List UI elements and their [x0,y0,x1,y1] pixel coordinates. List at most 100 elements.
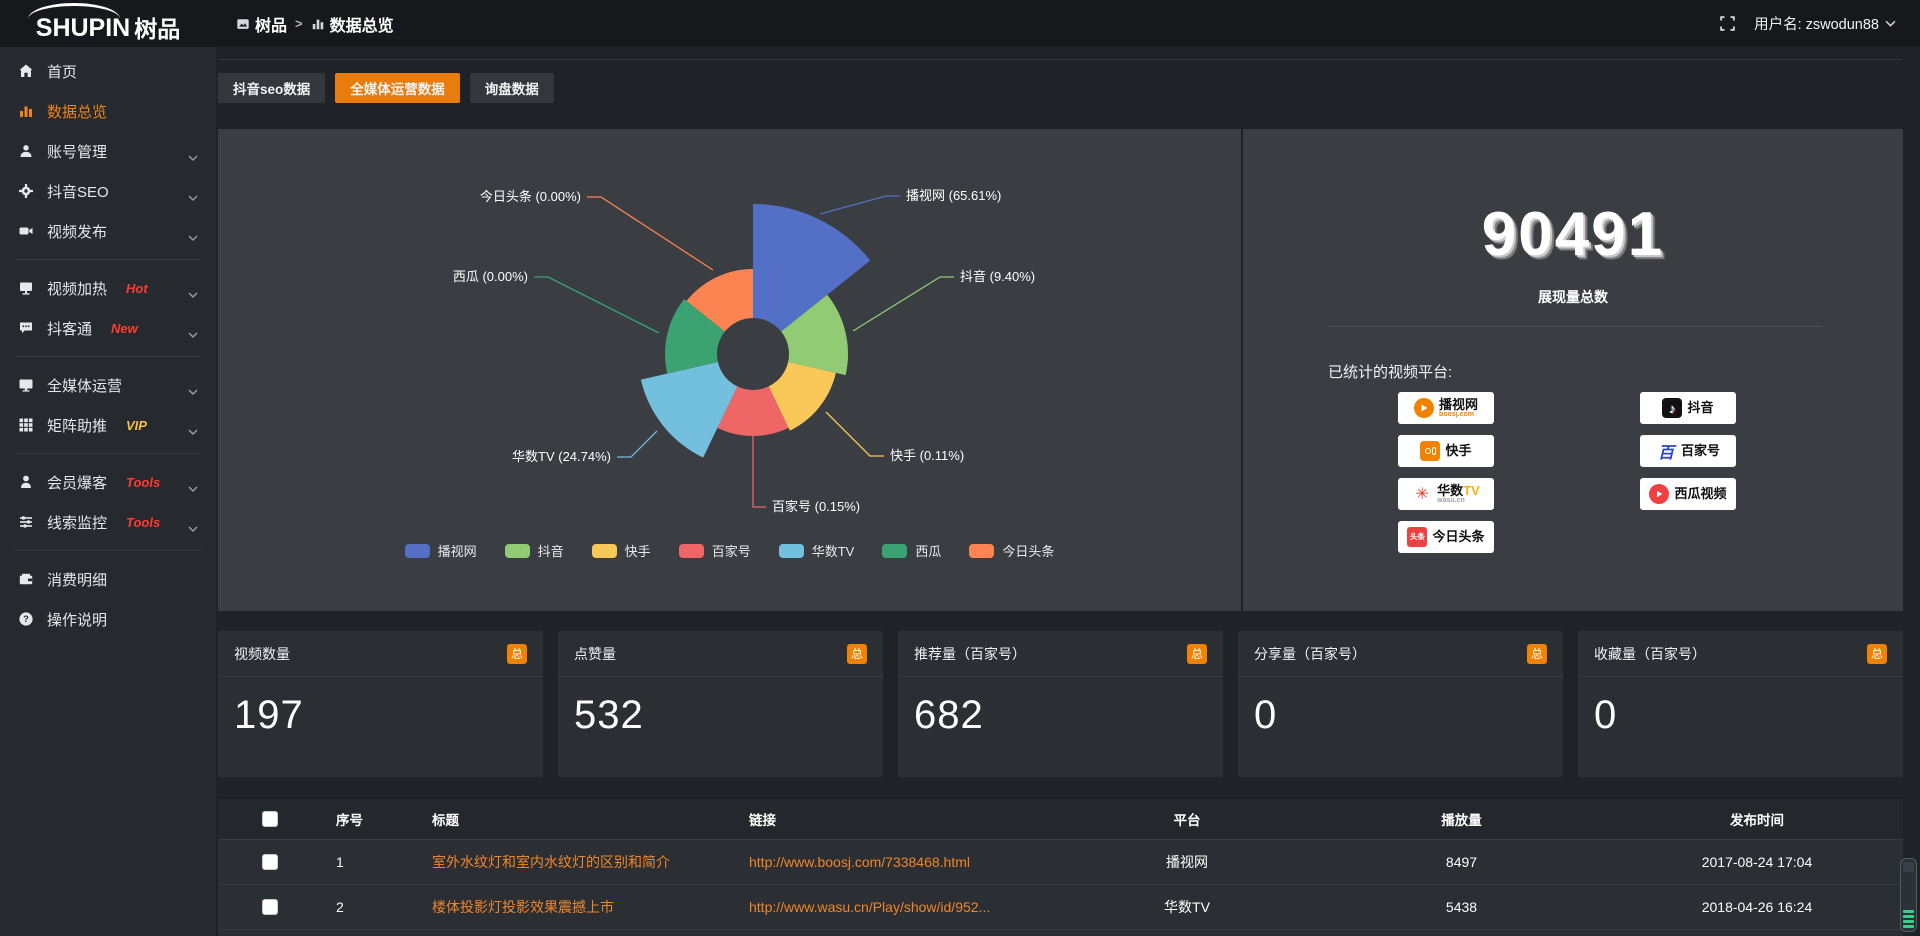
platform-badge-华数: ✳ 华数TV wasu.cn [1398,478,1494,510]
platform-badge-今日头条: 头条 今日头条 [1398,521,1494,553]
sidebar-item-10[interactable]: 会员爆客 Tools [0,462,216,502]
sidebar-item-12[interactable]: 消费明细 [0,559,216,599]
pie-slice-抖音[interactable] [781,294,848,376]
douyin-logo: ♪ [1662,398,1683,418]
legend-label: 播视网 [437,544,477,559]
sidebar-item-5[interactable]: 视频发布 [0,211,216,251]
fullscreen-icon[interactable] [1719,15,1736,32]
breadcrumb-current[interactable]: 数据总览 [311,12,394,36]
chevron-down-icon [188,285,198,298]
total-badge[interactable]: 总 [847,643,867,664]
total-badge[interactable]: 总 [1867,643,1887,664]
tab-1[interactable]: 抖音seo数据 [218,73,326,103]
sidebar-item-8[interactable]: 全媒体运营 [0,365,216,405]
sidebar-item-label: 账号管理 [47,143,108,161]
legend-item-快手[interactable]: 快手 [591,541,651,560]
col-header-title: 标题 [432,813,459,828]
platform-badge-抖音: ♪ 抖音 [1640,392,1736,424]
legend-item-百家号[interactable]: 百家号 [678,541,751,560]
pie-label: 播视网 (65.61%) [906,188,1001,203]
pie-slice-快手[interactable] [768,362,836,431]
sidebar-item-3[interactable]: 账号管理 [0,131,216,171]
total-badge[interactable]: 总 [507,643,527,664]
sidebar-item-badge: VIP [126,417,147,433]
tab-3[interactable]: 询盘数据 [469,73,554,103]
video-camera-icon [18,223,34,239]
sidebar-item-4[interactable]: 抖音SEO [0,171,216,211]
video-url-link[interactable]: http://www.wasu.cn/Play/show/id/952... [749,899,991,915]
sidebar-item-1[interactable]: 首页 [0,51,216,91]
video-url-link[interactable]: http://www.boosj.com/7338468.html [749,854,971,870]
grid-icon [18,417,34,433]
floating-widget[interactable] [1900,858,1917,932]
legend-item-抖音[interactable]: 抖音 [504,541,564,560]
pie-slice-播视网[interactable] [753,204,871,332]
pie-label: 西瓜 (0.00%) [453,269,528,284]
stat-card-3: 推荐量（百家号） 总 682 [898,631,1223,777]
content-divider [218,59,1903,60]
platform-badges: 播视网 boosj.com 快手 ✳ 华数TV wasu.cn 头条 今日头条 ♪ 抖音百百家号西… [1398,392,1736,564]
total-badge[interactable]: 总 [1527,643,1547,664]
sidebar-item-label: 视频加热 [47,280,108,298]
chevron-down-icon [188,479,198,492]
stat-card-value: 682 [914,693,984,737]
row-num: 2 [336,899,344,915]
sidebar-item-6[interactable]: 视频加热 Hot [0,268,216,308]
legend-label: 快手 [624,544,651,559]
logo-text: SHUPIN [35,14,131,42]
pie-slice-西瓜[interactable] [665,299,725,374]
stat-card-label: 收藏量（百家号） [1594,645,1706,662]
pie-slice-百家号[interactable] [717,386,789,436]
sidebar-item-2[interactable]: 数据总览 [0,91,216,131]
sidebar-item-9[interactable]: 矩阵助推 VIP [0,405,216,445]
legend-item-今日头条[interactable]: 今日头条 [969,541,1054,560]
legend-item-西瓜[interactable]: 西瓜 [882,541,941,560]
sidebar-item-7[interactable]: 抖客通 New [0,308,216,348]
chat-icon [18,320,34,336]
video-title-link[interactable]: 楼体投影灯投影效果震撼上市 [432,899,614,915]
select-all-checkbox[interactable] [261,811,278,827]
platforms-title: 已统计的视频平台: [1328,364,1453,381]
pie-label-line [852,276,954,332]
sidebar-item-badge: Hot [126,280,148,296]
pie-slice-今日头条[interactable] [686,269,753,332]
legend-swatch [591,543,617,558]
row-platform: 华数TV [1164,899,1210,915]
pie-label: 华数TV (24.74%) [512,449,611,464]
sidebar-item-badge: Tools [126,474,161,490]
sidebar-item-label: 首页 [47,63,78,81]
row-checkbox[interactable] [261,854,278,870]
legend-label: 西瓜 [915,544,942,559]
pie-label-line [752,436,766,508]
chevron-down-icon [188,519,198,532]
app-square-icon [237,18,249,29]
pie-label-line [587,196,714,271]
video-title-link[interactable]: 室外水纹灯和室内水纹灯的区别和简介 [432,854,670,870]
pie-slice-华数TV[interactable] [640,362,738,458]
stat-card-5: 收藏量（百家号） 总 0 [1578,631,1903,777]
stat-card-2: 点赞量 总 532 [558,631,883,777]
legend-item-华数TV[interactable]: 华数TV [778,541,855,560]
kuaishou-logo [1420,441,1441,461]
stat-card-4: 分享量（百家号） 总 0 [1238,631,1563,777]
pie-label-line [534,276,660,334]
breadcrumb-home[interactable]: 树品 [236,12,287,36]
question-icon: ? [18,611,34,627]
sidebar-item-13[interactable]: ? 操作说明 [0,599,216,639]
legend-swatch [678,543,704,558]
row-checkbox[interactable] [261,899,278,915]
wasu-logo: ✳ [1415,486,1429,503]
chevron-down-icon [1885,20,1896,27]
summary-panel: 90491 展现量总数 已统计的视频平台: 播视网 boosj.com 快手 ✳ 华数T… [1243,129,1903,611]
app-logo[interactable]: SHUPIN 树品 [0,0,216,47]
legend-label: 华数TV [811,544,855,559]
legend-item-播视网[interactable]: 播视网 [404,541,477,560]
sidebar-item-11[interactable]: 线索监控 Tools [0,502,216,542]
breadcrumb: 树品 > 数据总览 [236,12,394,36]
row-plays: 5438 [1445,899,1478,915]
user-menu[interactable]: 用户名: zswodun88 [1754,13,1896,34]
videos-table: 序号 标题 链接 平台 播放量 发布时间 1 室外水纹灯和室内水纹灯的区别和简介 http://… [218,799,1903,936]
tab-2[interactable]: 全媒体运营数据 [335,73,460,103]
legend-label: 百家号 [711,544,751,559]
total-badge[interactable]: 总 [1187,643,1207,664]
